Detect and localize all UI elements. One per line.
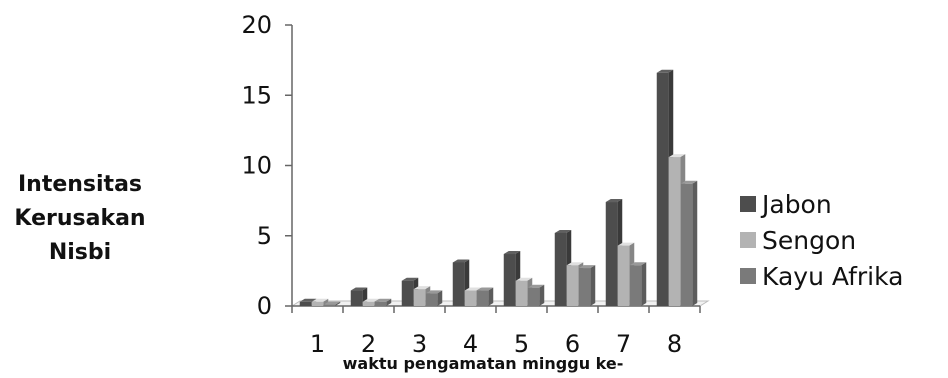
bar-top bbox=[464, 287, 482, 291]
bar-side bbox=[539, 284, 545, 306]
bar bbox=[299, 301, 312, 306]
legend-label: Jabon bbox=[762, 189, 832, 219]
y-tick-label: 0 bbox=[257, 292, 272, 320]
bar-top bbox=[680, 180, 698, 184]
x-tick-label: 3 bbox=[412, 330, 427, 358]
bar bbox=[605, 202, 618, 306]
bar bbox=[566, 265, 579, 306]
bar-side bbox=[335, 301, 341, 306]
bar-side bbox=[488, 287, 494, 306]
legend-swatch bbox=[740, 268, 756, 284]
bar-top bbox=[323, 301, 341, 305]
legend-swatch bbox=[740, 196, 756, 212]
bar-top bbox=[476, 287, 494, 291]
bar bbox=[401, 280, 414, 306]
bar-top bbox=[503, 251, 521, 255]
legend-label: Kayu Afrika bbox=[762, 261, 904, 291]
legend-item-sengon: Sengon bbox=[740, 222, 903, 258]
bar bbox=[362, 301, 375, 306]
bar-top bbox=[554, 229, 572, 233]
x-tick-label: 2 bbox=[361, 330, 376, 358]
bar bbox=[656, 72, 669, 307]
x-tick-label: 8 bbox=[667, 330, 682, 358]
bar-top bbox=[374, 298, 392, 302]
bar-top bbox=[401, 277, 419, 281]
bar bbox=[476, 290, 489, 306]
y-tick-label: 15 bbox=[241, 81, 272, 109]
bar-top bbox=[656, 69, 674, 73]
x-tick-label: 4 bbox=[463, 330, 478, 358]
bar-top bbox=[311, 298, 329, 302]
bar-top bbox=[668, 154, 686, 158]
bar bbox=[464, 290, 477, 306]
bar-top bbox=[617, 242, 635, 246]
legend-label: Sengon bbox=[762, 225, 857, 255]
x-axis-label: waktu pengamatan minggu ke- bbox=[342, 354, 624, 373]
bar-side bbox=[590, 265, 596, 306]
x-tick-label: 5 bbox=[514, 330, 529, 358]
x-tick-label: 1 bbox=[310, 330, 325, 358]
bar bbox=[554, 232, 567, 306]
bar bbox=[527, 287, 540, 306]
bar-top bbox=[425, 290, 443, 294]
y-tick-label: 20 bbox=[241, 11, 272, 39]
y-axis-label-line: Nisbi bbox=[48, 240, 112, 265]
bar-top bbox=[527, 284, 545, 288]
bar-side bbox=[437, 290, 443, 306]
bar-side bbox=[386, 298, 392, 306]
bar-top bbox=[452, 259, 470, 263]
bar bbox=[452, 262, 465, 306]
bar-side bbox=[641, 262, 647, 306]
bar-top bbox=[515, 277, 533, 281]
y-tick-label: 10 bbox=[241, 152, 272, 180]
legend: Jabon Sengon Kayu Afrika bbox=[740, 186, 903, 294]
bar-top bbox=[629, 262, 647, 266]
legend-item-kayu-afrika: Kayu Afrika bbox=[740, 258, 903, 294]
bar-top bbox=[605, 199, 623, 203]
bar-top bbox=[362, 298, 380, 302]
x-tick-label: 6 bbox=[565, 330, 580, 358]
bar-side bbox=[692, 180, 698, 306]
y-axis-label: Intensitas Kerusakan Nisbi bbox=[0, 168, 160, 270]
bar bbox=[629, 265, 642, 306]
bar bbox=[680, 183, 693, 306]
bar bbox=[503, 254, 516, 306]
bar-top bbox=[299, 298, 317, 302]
bar bbox=[413, 289, 426, 306]
bar bbox=[515, 280, 528, 306]
y-axis-label-line: Intensitas bbox=[17, 172, 143, 197]
bar bbox=[311, 301, 324, 306]
bar-top bbox=[413, 286, 431, 290]
bar bbox=[350, 290, 363, 306]
legend-swatch bbox=[740, 232, 756, 248]
bar-top bbox=[350, 287, 368, 291]
bar bbox=[374, 301, 387, 306]
bar bbox=[425, 293, 438, 306]
legend-item-jabon: Jabon bbox=[740, 186, 903, 222]
x-tick-label: 7 bbox=[616, 330, 631, 358]
bar bbox=[323, 304, 336, 306]
bar-top bbox=[578, 265, 596, 269]
bar-top bbox=[566, 262, 584, 266]
y-axis-label-line: Kerusakan bbox=[14, 206, 146, 231]
bar bbox=[617, 245, 630, 306]
bar bbox=[578, 268, 591, 306]
bar bbox=[668, 157, 681, 306]
y-tick-label: 5 bbox=[257, 222, 272, 250]
